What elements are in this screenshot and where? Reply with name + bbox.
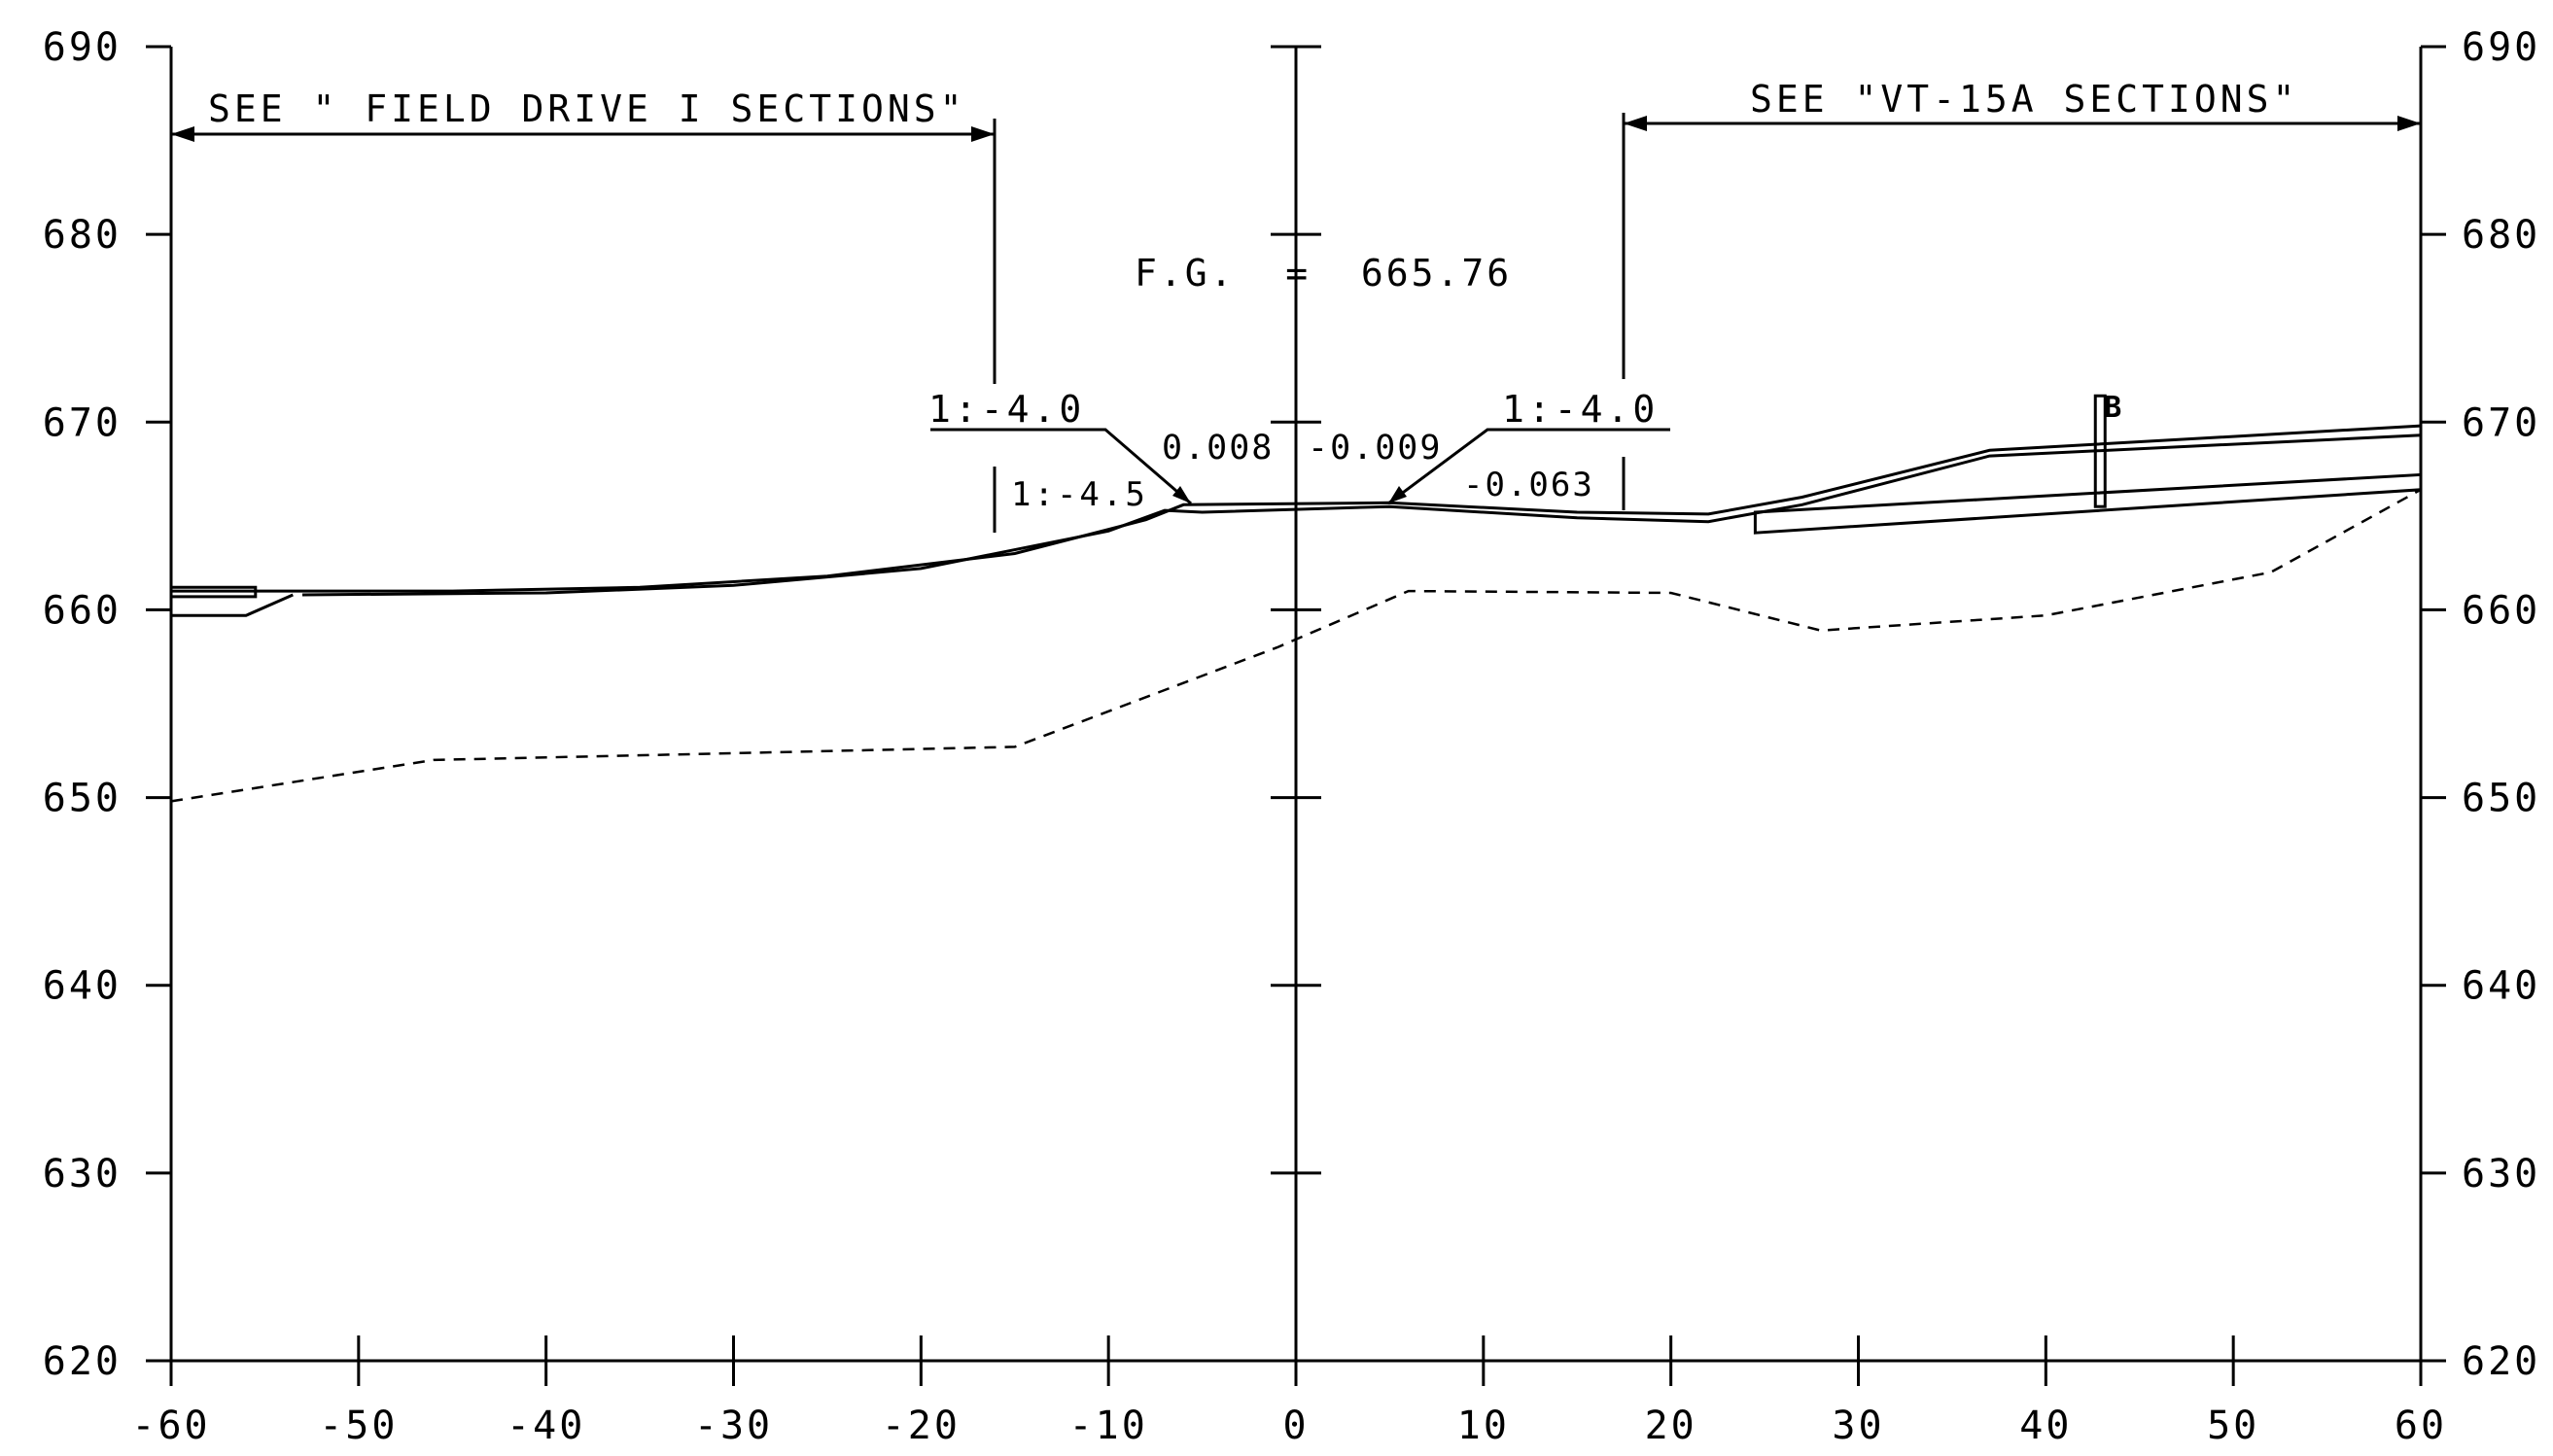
right-slope-inner-label: -0.063 <box>1463 466 1594 504</box>
x-ticks: -60 -50 -40 -30 -20 -10 0 10 20 30 40 50 60 <box>131 1335 2447 1448</box>
left-base <box>171 593 294 617</box>
y-tick-label-right: 660 <box>2462 588 2540 633</box>
y-tick-label-left: 640 <box>43 964 122 1009</box>
x-tick-label: -40 <box>507 1404 585 1448</box>
y-tick-label-right: 620 <box>2462 1339 2540 1384</box>
sign-post <box>2093 394 2107 508</box>
x-tick-label: 40 <box>2019 1404 2072 1448</box>
x-tick-label: -60 <box>131 1404 210 1448</box>
proposed-grade-bottom <box>301 433 2422 597</box>
profiles: B <box>169 391 2423 803</box>
x-tick-label: 10 <box>1457 1404 1510 1448</box>
x-tick-label: 0 <box>1282 1404 1309 1448</box>
x-tick-label: -10 <box>1069 1404 1148 1448</box>
x-tick-label: -50 <box>319 1404 398 1448</box>
y-tick-label-right: 640 <box>2462 964 2540 1009</box>
right-range-arrow-left <box>1624 116 1647 131</box>
x-tick-label: -20 <box>882 1404 961 1448</box>
y-tick-label-left: 670 <box>43 400 122 445</box>
y-tick-label-left: 660 <box>43 588 122 633</box>
axes-frame <box>169 47 2423 1363</box>
y-tick-label-left: 690 <box>43 25 122 70</box>
center-right-slope-label: -0.009 <box>1308 429 1442 468</box>
y-tick-label-right: 680 <box>2462 213 2540 258</box>
y-tick-label-left: 620 <box>43 1339 122 1384</box>
x-tick-label: 30 <box>1832 1404 1884 1448</box>
left-range-label: SEE " FIELD DRIVE I SECTIONS" <box>208 87 965 130</box>
x-tick-label: -30 <box>694 1404 773 1448</box>
right-slope-arrowhead <box>1388 486 1407 503</box>
y-tick-label-left: 680 <box>43 213 122 258</box>
right-range-arrow-right <box>2397 116 2421 131</box>
y-tick-label-right: 650 <box>2462 777 2540 821</box>
right-slope-leader <box>1387 428 1670 505</box>
existing-ground-line <box>170 488 2422 803</box>
left-range-arrow-right <box>971 126 995 142</box>
left-slope-inner-label: 1:-4.5 <box>1011 475 1148 514</box>
left-slope-arrowhead <box>1172 486 1191 503</box>
left-slope-leader <box>930 428 1192 505</box>
left-shoulder <box>169 585 258 599</box>
y-tick-label-right: 630 <box>2462 1152 2540 1196</box>
sign-post-label: B <box>2104 391 2121 425</box>
right-layer <box>1753 472 2423 535</box>
x-tick-label: 60 <box>2395 1404 2447 1448</box>
left-range-arrow-left <box>171 126 194 142</box>
x-tick-label: 50 <box>2207 1404 2259 1448</box>
right-slope-top-label: 1:-4.0 <box>1502 388 1659 431</box>
proposed-grade-top <box>171 424 2422 593</box>
finished-grade-label: F.G. = 665.76 <box>1135 252 1512 295</box>
y-tick-label-left: 650 <box>43 777 122 821</box>
annotations: SEE " FIELD DRIVE I SECTIONS" SEE "VT-15… <box>208 78 2298 514</box>
y-tick-label-right: 670 <box>2462 400 2540 445</box>
y-tick-label-left: 630 <box>43 1152 122 1196</box>
x-tick-label: 20 <box>1645 1404 1697 1448</box>
y-ticks: 620 620 630 630 640 640 650 650 660 660 670 670 680 6… <box>43 25 2540 1384</box>
right-range-label: SEE "VT-15A SECTIONS" <box>1750 78 2298 121</box>
dimension-lines <box>171 113 2421 533</box>
center-left-slope-label: 0.008 <box>1162 429 1274 468</box>
left-slope-top-label: 1:-4.0 <box>928 388 1085 431</box>
y-tick-label-right: 690 <box>2462 25 2540 70</box>
